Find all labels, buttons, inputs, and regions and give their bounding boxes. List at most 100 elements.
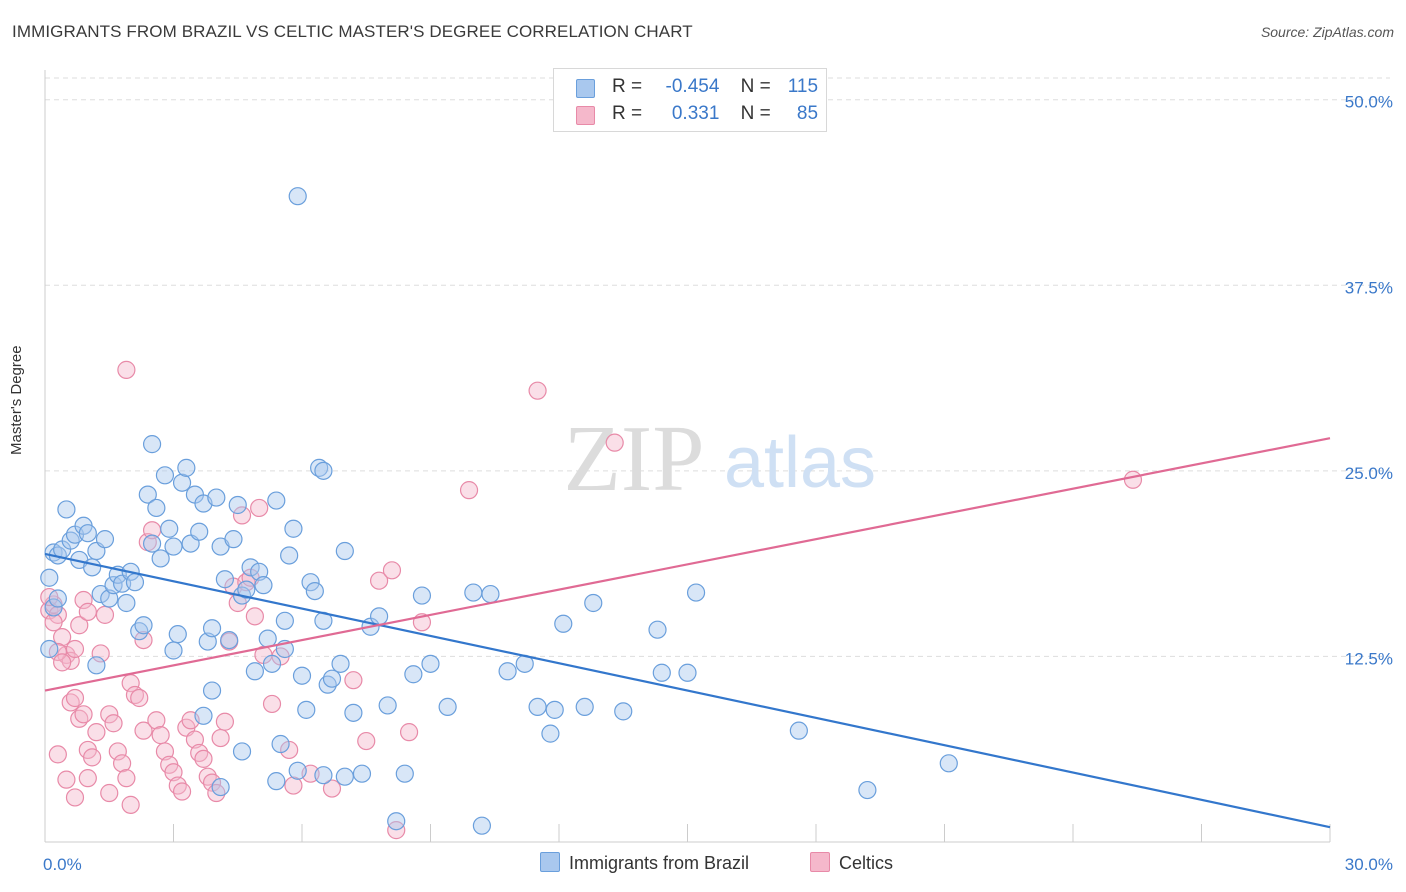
legend-r-value-brazil: -0.454 <box>665 76 720 97</box>
brazil-point <box>220 630 239 650</box>
bottom-legend-celtics: Celtics <box>810 852 893 874</box>
brazil-point <box>57 500 76 519</box>
celtics-point <box>164 763 183 782</box>
brazil-point <box>198 632 217 651</box>
brazil-point <box>125 573 145 592</box>
bottom-legend-label-brazil: Immigrants from Brazil <box>569 853 750 873</box>
brazil-point <box>267 772 286 791</box>
brazil-point <box>412 586 432 605</box>
celtics-point <box>87 723 106 742</box>
celtics-point <box>357 731 376 751</box>
brazil-point <box>404 665 423 684</box>
celtics-point <box>202 773 222 792</box>
celtics-point <box>134 630 153 650</box>
brazil-point <box>91 584 110 604</box>
brazil-point <box>378 696 397 715</box>
legend-r-value-celtics: 0.331 <box>671 103 720 124</box>
celtics-point <box>322 779 342 798</box>
legend-r-label: R = <box>612 103 643 124</box>
brazil-point <box>190 522 209 541</box>
brazil-point <box>83 558 102 577</box>
celtics-point <box>147 711 166 730</box>
bottom-legend-label-celtics: Celtics <box>839 853 894 873</box>
brazil-point <box>142 534 162 553</box>
celtics-point <box>459 481 479 500</box>
brazil-point <box>292 666 312 685</box>
celtics-point <box>130 688 149 708</box>
bottom-legend-brazil: Immigrants from Brazil <box>540 852 749 874</box>
brazil-point <box>202 681 222 700</box>
celtics-point <box>382 561 402 580</box>
brazil-point <box>421 654 440 673</box>
brazil-point <box>138 485 157 504</box>
brazil-point <box>541 724 560 743</box>
celtics-point <box>78 769 97 788</box>
brazil-point <box>344 703 363 722</box>
brazil-point <box>335 541 354 561</box>
brazil-point <box>237 580 256 599</box>
brazil-point <box>254 576 273 595</box>
x-tick-label: 30.0% <box>1345 855 1393 874</box>
brazil-point <box>168 625 187 644</box>
x-tick-label: 0.0% <box>43 855 82 874</box>
brazil-point <box>686 583 706 602</box>
y-tick-label: 12.5% <box>1345 649 1393 668</box>
celtics-point <box>70 616 89 635</box>
celtics-point <box>95 605 115 624</box>
bottom-legend-swatch-celtics <box>810 852 830 872</box>
brazil-point <box>241 558 260 577</box>
celtics-point <box>48 745 67 764</box>
bottom-legend-swatch-brazil <box>540 852 560 872</box>
legend-n-label: N = <box>740 76 771 97</box>
brazil-point <box>939 754 958 773</box>
brazil-point <box>528 697 547 717</box>
brazil-point <box>87 656 106 675</box>
celtics-point <box>262 694 282 714</box>
brazil-point <box>314 461 333 480</box>
brazil-point <box>142 435 162 454</box>
brazil-point <box>117 593 136 613</box>
brazil-point <box>678 663 697 682</box>
celtics-point <box>44 613 63 632</box>
brazil-point <box>245 662 264 681</box>
celtics-point <box>78 602 97 621</box>
legend-n-value-celtics: 85 <box>796 103 819 124</box>
celtics-point <box>370 571 389 590</box>
celtics-point <box>74 705 93 724</box>
celtics-point <box>121 795 140 814</box>
legend-n-value-brazil: 115 <box>787 76 819 97</box>
brazil-point <box>164 537 183 556</box>
brazil-point <box>224 530 243 549</box>
brazil-point <box>228 495 247 515</box>
celtics-point <box>605 433 624 452</box>
celtics-point <box>232 506 252 525</box>
brazil-point <box>652 663 671 682</box>
legend-swatch-brazil <box>576 79 595 98</box>
brazil-point <box>554 614 573 633</box>
watermark-atlas: atlas <box>724 423 876 503</box>
brazil-point <box>215 570 234 589</box>
brazil-point <box>164 641 183 660</box>
brazil-point <box>151 549 170 568</box>
celtics-trendline <box>44 437 1331 692</box>
brazil-point <box>211 777 230 797</box>
brazil-point <box>172 473 192 492</box>
brazil-point <box>314 766 333 785</box>
celtics-point <box>211 728 230 748</box>
brazil-point <box>232 742 252 761</box>
y-tick-label: 50.0% <box>1345 93 1393 112</box>
celtics-point <box>100 705 119 724</box>
celtics-point <box>100 783 119 803</box>
brazil-point <box>288 187 307 206</box>
celtics-point <box>117 360 136 379</box>
brazil-point <box>78 524 97 543</box>
celtics-point <box>399 723 419 742</box>
brazil-point <box>648 620 667 639</box>
celtics-point <box>185 730 205 749</box>
watermark-zip: ZIP <box>564 407 705 511</box>
brazil-point <box>40 639 59 659</box>
brazil-point <box>280 546 299 565</box>
brazil-point <box>498 662 517 681</box>
brazil-point <box>48 589 67 608</box>
